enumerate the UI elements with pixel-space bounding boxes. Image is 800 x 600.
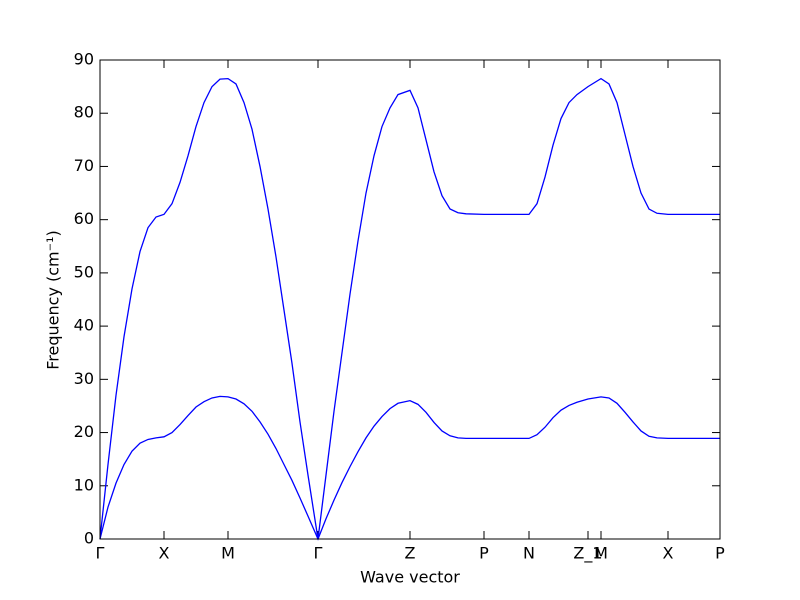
x-tick-label: M xyxy=(221,544,235,563)
y-tick-label: 50 xyxy=(74,262,94,281)
y-axis-label: Frequency (cm⁻¹) xyxy=(44,230,63,369)
y-tick-label: 40 xyxy=(74,316,94,335)
band-line xyxy=(99,395,720,541)
y-tick-label: 70 xyxy=(74,156,94,175)
y-tick-label: 80 xyxy=(74,103,94,122)
x-tick-label: P xyxy=(479,544,489,563)
x-tick-label: P xyxy=(715,544,725,563)
x-tick-label: Z_1 xyxy=(573,544,602,564)
y-tick-label: 90 xyxy=(74,50,94,69)
y-tick-label: 30 xyxy=(74,369,94,388)
x-tick-label: X xyxy=(159,544,170,563)
band-line xyxy=(99,77,720,540)
x-tick-label: Γ xyxy=(96,544,105,563)
x-tick-label: M xyxy=(594,544,608,563)
x-tick-label: N xyxy=(523,544,535,563)
y-tick-label: 10 xyxy=(74,475,94,494)
x-axis-label: Wave vector xyxy=(360,568,460,587)
x-tick-label: X xyxy=(663,544,674,563)
y-tick-label: 60 xyxy=(74,209,94,228)
x-tick-label: Γ xyxy=(314,544,323,563)
plot-frame xyxy=(99,59,721,540)
y-tick-label: 20 xyxy=(74,422,94,441)
y-tick-label: 0 xyxy=(84,529,94,548)
x-tick-label: Z xyxy=(405,544,416,563)
